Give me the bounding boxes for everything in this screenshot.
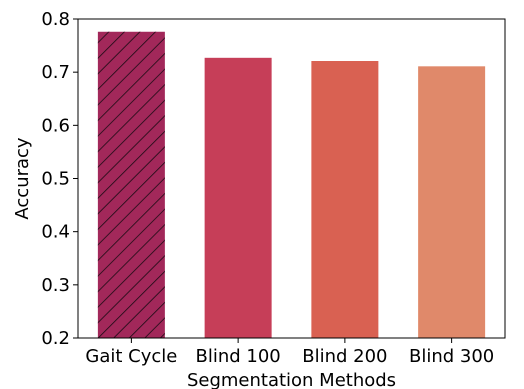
ticks-group: Gait Cycle Blind 100 Blind 200 Blind 300 0.2… xyxy=(41,9,494,367)
y-tick-label: 0.2 xyxy=(41,328,70,349)
bar-hatch-gait-cycle xyxy=(97,31,165,338)
x-tick-label: Gait Cycle xyxy=(85,346,177,367)
y-tick-label: 0.8 xyxy=(41,9,70,30)
y-tick-label: 0.7 xyxy=(41,62,70,83)
y-tick-label: 0.6 xyxy=(41,115,70,136)
y-tick-label: 0.5 xyxy=(41,169,70,190)
x-tick-label: Blind 100 xyxy=(195,346,280,367)
hatch-overlay-group xyxy=(97,31,165,338)
y-axis-label: Accuracy xyxy=(12,137,33,220)
y-tick-label: 0.3 xyxy=(41,275,70,296)
bar-blind-100 xyxy=(204,57,272,338)
bar-blind-200 xyxy=(311,61,379,338)
x-axis-label: Segmentation Methods xyxy=(187,370,396,389)
x-tick-label: Blind 300 xyxy=(409,346,494,367)
y-tick-label: 0.4 xyxy=(41,222,70,243)
bar-blind-300 xyxy=(418,66,486,339)
x-tick-label: Blind 200 xyxy=(302,346,387,367)
